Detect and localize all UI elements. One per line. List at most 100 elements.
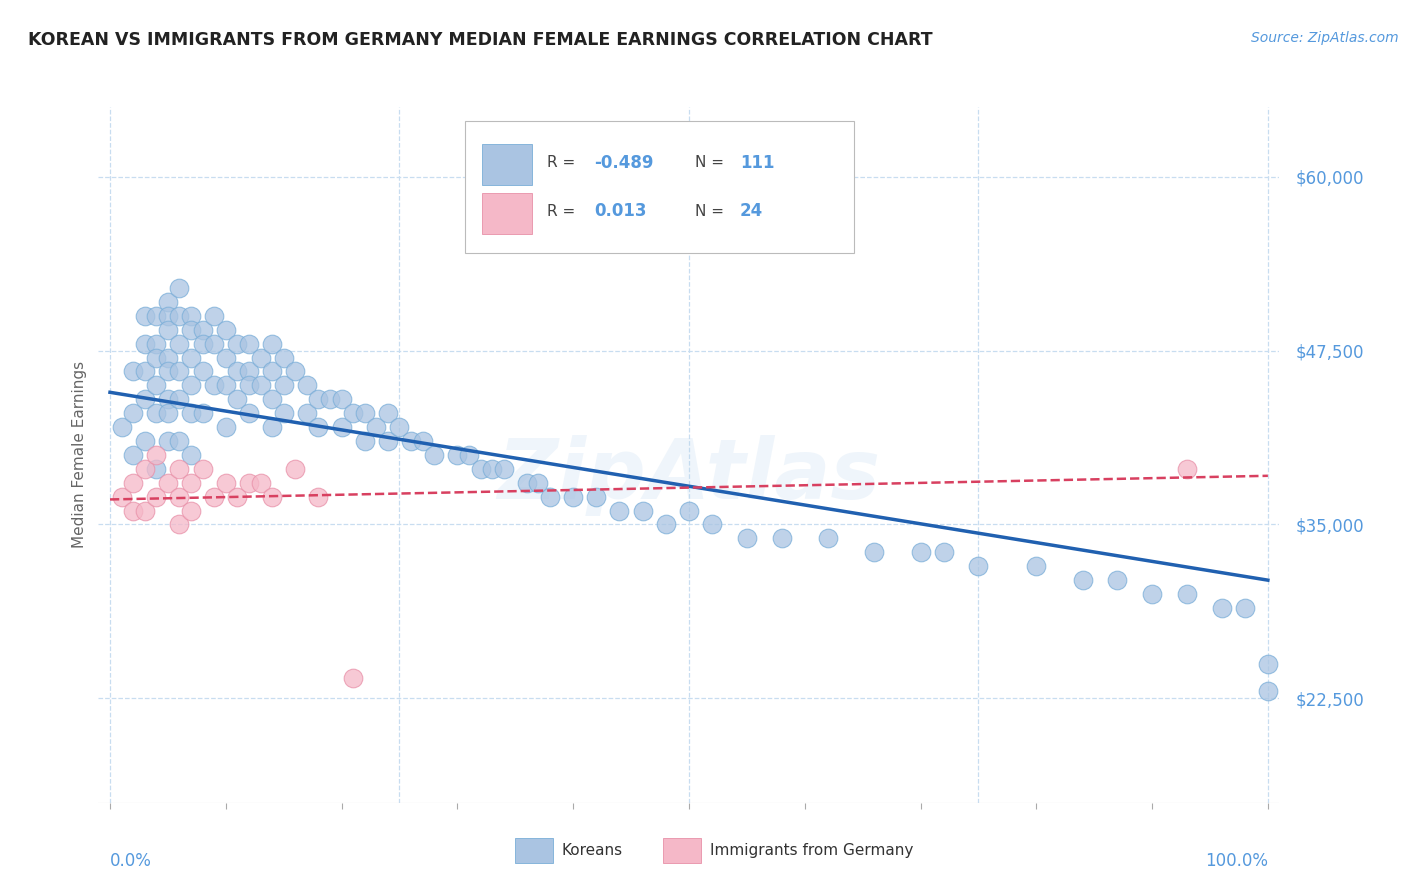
Point [180,323,202,337]
Point [191,323,214,337]
Point [295,406,318,420]
Point [585,490,607,504]
Point [169,392,191,407]
Point [110,490,132,504]
Point [1233,601,1256,615]
Point [770,532,793,546]
Point [238,475,260,490]
Point [399,434,422,448]
Point [156,323,179,337]
Point [215,323,238,337]
Point [169,364,191,378]
Point [169,434,191,448]
Point [226,392,249,407]
Text: -0.489: -0.489 [595,153,654,171]
Text: Koreans: Koreans [561,843,623,857]
Point [169,336,191,351]
Point [353,434,375,448]
Point [180,503,202,517]
Point [655,517,678,532]
Point [342,406,364,420]
Point [562,490,585,504]
Point [446,448,468,462]
Point [284,462,307,476]
Point [169,490,191,504]
Text: R =: R = [547,155,575,170]
Point [353,406,375,420]
Point [122,406,145,420]
Point [238,364,260,378]
Point [307,392,329,407]
Point [330,392,353,407]
Point [191,364,214,378]
Y-axis label: Median Female Earnings: Median Female Earnings [72,361,87,549]
Point [169,462,191,476]
Point [122,475,145,490]
Point [295,378,318,392]
Point [122,448,145,462]
Text: Immigrants from Germany: Immigrants from Germany [710,843,914,857]
Point [423,448,446,462]
Text: N =: N = [695,155,724,170]
Point [678,503,700,517]
Point [863,545,886,559]
Point [262,420,284,434]
Point [249,378,271,392]
Point [134,462,156,476]
Text: ZipAtlas: ZipAtlas [498,435,880,516]
Point [145,309,167,323]
Point [1175,587,1198,601]
Point [538,490,561,504]
Point [180,378,202,392]
Point [202,336,225,351]
Point [1257,684,1279,698]
Point [377,406,399,420]
Point [156,351,179,365]
Point [1175,462,1198,476]
Point [1211,601,1233,615]
Point [202,490,225,504]
Point [342,671,364,685]
FancyBboxPatch shape [482,193,531,234]
Point [967,559,990,574]
Point [156,475,179,490]
Point [215,378,238,392]
Point [249,351,271,365]
Text: 111: 111 [740,153,775,171]
Point [202,309,225,323]
Point [145,378,167,392]
Point [156,364,179,378]
Point [134,336,156,351]
Text: R =: R = [547,204,575,219]
Point [307,490,329,504]
Point [249,475,271,490]
Point [180,406,202,420]
Point [631,503,654,517]
Point [215,351,238,365]
Point [180,475,202,490]
Point [145,490,167,504]
Point [169,281,191,295]
Point [319,392,342,407]
Point [145,448,167,462]
Point [191,336,214,351]
Point [262,392,284,407]
Point [156,434,179,448]
Point [377,434,399,448]
FancyBboxPatch shape [516,838,553,863]
Point [122,503,145,517]
FancyBboxPatch shape [464,121,855,253]
Point [226,336,249,351]
Point [366,420,388,434]
Point [180,351,202,365]
Point [1257,657,1279,671]
Point [156,406,179,420]
Point [1071,573,1094,587]
Point [226,364,249,378]
Point [156,294,179,309]
Text: 24: 24 [740,202,763,220]
Point [145,406,167,420]
Point [273,406,295,420]
Point [262,364,284,378]
Point [122,364,145,378]
